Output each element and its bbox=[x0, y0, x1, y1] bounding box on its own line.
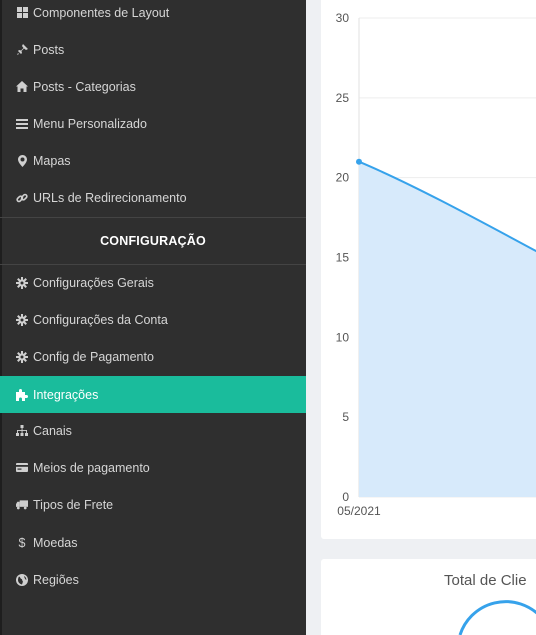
sidebar-item-label: Config de Pagamento bbox=[33, 349, 154, 364]
series-area-fill bbox=[359, 161, 536, 497]
sidebar-item-componentes-layout[interactable]: Componentes de Layout bbox=[0, 0, 306, 31]
sidebar-item-tipos-frete[interactable]: Tipos de Frete bbox=[0, 486, 306, 523]
sidebar-item-posts-categorias[interactable]: Posts - Categorias bbox=[0, 68, 306, 105]
clients-card: Total de Clie bbox=[321, 559, 536, 635]
sidebar-item-label: Regiões bbox=[33, 572, 79, 587]
sidebar-item-configuracoes-gerais[interactable]: Configurações Gerais bbox=[0, 264, 306, 301]
series-line bbox=[358, 160, 536, 253]
sidebar-divider bbox=[0, 264, 306, 265]
gear-icon bbox=[16, 313, 28, 326]
x-tick-label: 05/2021 bbox=[337, 504, 381, 518]
y-tick-label: 30 bbox=[336, 11, 350, 25]
sidebar-item-label: Moedas bbox=[33, 535, 78, 550]
credit-card-icon bbox=[16, 462, 28, 474]
sidebar-item-label: Menu Personalizado bbox=[33, 116, 147, 131]
data-point[interactable] bbox=[356, 158, 362, 165]
grid-icon bbox=[16, 7, 28, 19]
bars-icon bbox=[16, 118, 28, 130]
sidebar-item-posts[interactable]: Posts bbox=[0, 31, 306, 68]
sidebar-item-regioes[interactable]: Regiões bbox=[0, 561, 306, 598]
sidebar-item-moedas[interactable]: $ Moedas bbox=[0, 524, 306, 561]
sidebar-item-integracoes[interactable]: Integrações bbox=[0, 376, 306, 413]
gear-icon bbox=[16, 350, 28, 363]
pin-icon bbox=[16, 44, 28, 56]
sidebar-item-label: Posts - Categorias bbox=[33, 79, 136, 94]
truck-icon bbox=[16, 499, 28, 511]
globe-icon bbox=[16, 573, 28, 586]
sidebar-item-configuracoes-conta[interactable]: Configurações da Conta bbox=[0, 301, 306, 338]
y-tick-label: 5 bbox=[342, 410, 349, 424]
sidebar-item-label: URLs de Redirecionamento bbox=[33, 190, 187, 205]
sidebar-item-label: Componentes de Layout bbox=[33, 5, 170, 20]
dollar-icon: $ bbox=[18, 535, 26, 550]
sidebar-item-label: Configurações Gerais bbox=[33, 275, 154, 290]
y-tick-label: 0 bbox=[342, 490, 349, 504]
sidebar-divider bbox=[0, 217, 306, 218]
sidebar-item-menu-personalizado[interactable]: Menu Personalizado bbox=[0, 105, 306, 142]
sidebar-section-title: CONFIGURAÇÃO bbox=[100, 234, 206, 248]
sidebar-item-label: Canais bbox=[33, 423, 72, 438]
clients-chart-ring bbox=[458, 600, 536, 635]
map-marker-icon bbox=[16, 154, 28, 167]
y-tick-label: 10 bbox=[336, 330, 350, 344]
sidebar-item-meios-pagamento[interactable]: Meios de pagamento bbox=[0, 449, 306, 486]
link-icon bbox=[16, 192, 28, 204]
sidebar-item-mapas[interactable]: Mapas bbox=[0, 142, 306, 179]
sidebar-item-urls-redirecionamento[interactable]: URLs de Redirecionamento bbox=[0, 179, 306, 216]
sidebar-item-config-pagamento[interactable]: Config de Pagamento bbox=[0, 338, 306, 375]
sidebar-item-label: Meios de pagamento bbox=[33, 460, 150, 475]
sidebar-item-label: Tipos de Frete bbox=[33, 497, 114, 512]
sidebar-item-canais[interactable]: Canais bbox=[0, 412, 306, 449]
y-tick-label: 15 bbox=[336, 251, 350, 265]
y-tick-label: 25 bbox=[336, 91, 350, 105]
sidebar-item-label: Integrações bbox=[33, 387, 99, 402]
sidebar: Componentes de Layout Posts Posts - Cate… bbox=[0, 0, 306, 635]
sidebar-item-label: Mapas bbox=[33, 153, 71, 168]
clients-card-title: Total de Clie bbox=[444, 572, 527, 589]
chart-svg: 0 5 10 15 20 25 30 05/2021 bbox=[336, 11, 536, 635]
sitemap-icon bbox=[16, 425, 28, 437]
sidebar-item-label: Configurações da Conta bbox=[33, 312, 168, 327]
sidebar-item-label: Posts bbox=[33, 42, 65, 57]
home-icon bbox=[16, 81, 28, 93]
y-tick-labels: 0 5 10 15 20 25 30 bbox=[336, 11, 350, 504]
puzzle-icon bbox=[16, 388, 28, 401]
gear-icon bbox=[16, 276, 28, 289]
y-tick-label: 20 bbox=[336, 171, 350, 185]
